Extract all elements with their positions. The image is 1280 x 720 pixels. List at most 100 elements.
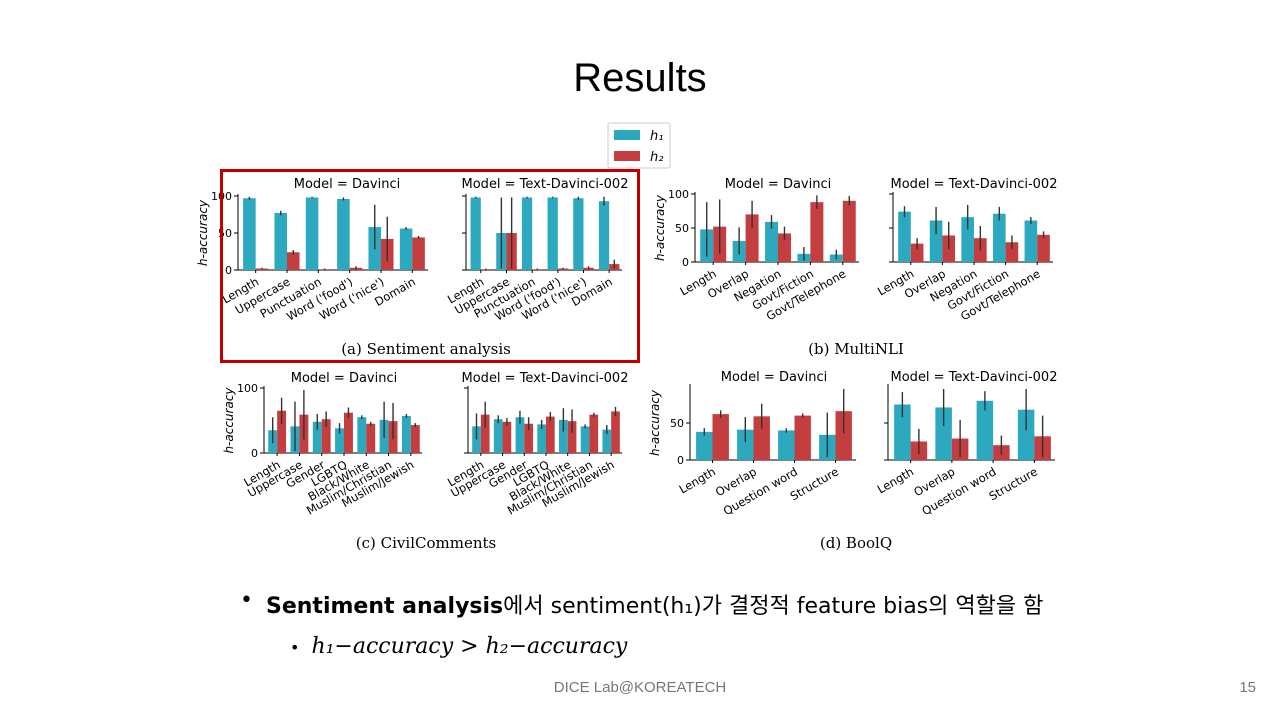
bar-h2 <box>712 414 729 460</box>
legend-swatch-h1 <box>614 130 640 140</box>
bar-h2 <box>277 410 287 453</box>
bar-h1 <box>470 197 481 270</box>
bar-h1 <box>929 220 943 262</box>
bar-h1 <box>493 419 503 453</box>
bar-h1 <box>898 211 911 262</box>
bar-h1 <box>537 424 546 453</box>
bar-h2 <box>567 421 577 453</box>
bar-h1 <box>243 198 256 270</box>
bar-h2 <box>480 414 490 453</box>
chart-title: Model = Davinci <box>294 177 400 192</box>
bar-h1 <box>602 429 612 453</box>
results-figure: Model = Davinci050100h-accuracyLengthUpp… <box>196 122 1058 552</box>
bar-h2 <box>524 423 533 453</box>
bar-h1 <box>961 217 974 262</box>
legend-swatch-h2 <box>614 151 640 161</box>
bullet-rest-text: 에서 sentiment(h₁)가 결정적 feature bias의 역할을 … <box>503 594 1044 619</box>
bar-h2 <box>611 411 620 453</box>
bar-h1 <box>976 400 994 460</box>
chart-title: Model = Text-Davinci-002 <box>891 370 1058 385</box>
slide-title: Results <box>573 56 707 100</box>
bullet-accuracy-text: h₁−accuracy > h₂−accuracy <box>311 634 628 659</box>
bar-h1 <box>992 213 1006 262</box>
panel-caption: (a) Sentiment analysis <box>341 340 511 358</box>
page-number: 15 <box>1239 679 1256 696</box>
bar-h1 <box>274 213 287 270</box>
legend-label-h2: h₂ <box>650 150 663 165</box>
bar-h2 <box>321 419 331 453</box>
bar-h1 <box>573 198 584 270</box>
panel-caption: (c) CivilComments <box>356 534 496 552</box>
bar-h1 <box>305 197 319 270</box>
bar-h2 <box>753 416 770 460</box>
y-tick-label: 100 <box>668 188 689 201</box>
chart-title: Model = Davinci <box>721 370 827 385</box>
bar-h2 <box>794 415 811 460</box>
y-tick-label: 50 <box>675 222 689 235</box>
chart-title: Model = Davinci <box>291 371 397 386</box>
bar-h2 <box>835 411 852 460</box>
bar-h2 <box>842 200 856 262</box>
bar-h2 <box>344 412 353 453</box>
y-tick-label: 0 <box>677 454 684 467</box>
bar-h1 <box>547 197 558 270</box>
x-tick-label: Length <box>677 464 718 496</box>
bar-h2 <box>1037 234 1050 262</box>
y-axis-label: h-accuracy <box>196 199 210 266</box>
bar-h2 <box>810 202 824 262</box>
bullet-bold-text: Sentiment analysis <box>266 594 504 619</box>
bar-h2 <box>910 243 924 262</box>
chart-title: Model = Text-Davinci-002 <box>462 371 629 386</box>
bar-h1 <box>521 197 533 270</box>
bar-h1 <box>401 415 411 453</box>
bar-h2 <box>1005 242 1019 262</box>
bar-h2 <box>412 237 425 270</box>
bar-h2 <box>589 414 599 453</box>
bar-h1 <box>696 431 713 460</box>
y-axis-label: h-accuracy <box>648 389 662 456</box>
footer-text: DICE Lab@KOREATECH <box>553 679 727 696</box>
y-tick-label: 100 <box>237 382 258 395</box>
bar-h1 <box>737 429 754 460</box>
y-tick-label: 0 <box>251 447 258 460</box>
bullet-dot: • <box>290 638 300 657</box>
y-axis-label: h-accuracy <box>653 194 667 261</box>
bar-h1 <box>1017 409 1035 460</box>
legend-label-h1: h₁ <box>650 129 663 144</box>
bar-h1 <box>399 228 413 270</box>
panel-caption: (d) BoolQ <box>820 534 892 552</box>
bar-h1 <box>580 426 590 453</box>
bar-h1 <box>778 430 795 460</box>
bullet-accuracy: • h₁−accuracy > h₂−accuracy <box>290 634 627 659</box>
panel-caption: (b) MultiNLI <box>808 340 904 358</box>
bar-h1 <box>935 407 952 460</box>
bar-h1 <box>472 426 481 453</box>
bar-h1 <box>357 417 367 453</box>
bar-h2 <box>502 421 512 453</box>
y-tick-label: 50 <box>670 417 684 430</box>
bar-h1 <box>515 417 525 453</box>
bar-h1 <box>559 419 568 453</box>
x-tick-label: Length <box>875 464 916 496</box>
bar-h1 <box>312 421 322 453</box>
bar-h1 <box>894 404 911 460</box>
highlight-box-sentiment <box>220 169 640 363</box>
bar-h1 <box>598 201 610 270</box>
bar-h2 <box>366 423 376 453</box>
bar-h1 <box>335 428 344 453</box>
bullet-dot: • <box>240 588 253 613</box>
y-tick-label: 0 <box>225 264 232 277</box>
bar-h1 <box>1024 220 1038 262</box>
bar-h2 <box>778 233 791 262</box>
y-axis-label: h-accuracy <box>222 387 236 454</box>
bar-h2 <box>287 252 300 270</box>
chart-title: Model = Davinci <box>725 177 831 192</box>
chart-title: Model = Text-Davinci-002 <box>462 177 629 192</box>
bar-h2 <box>546 416 555 453</box>
bar-h1 <box>337 198 350 270</box>
bar-h2 <box>410 425 420 453</box>
chart-title: Model = Text-Davinci-002 <box>891 177 1058 192</box>
bar-h2 <box>745 214 759 262</box>
bar-h1 <box>765 221 778 262</box>
y-tick-label: 0 <box>682 256 689 269</box>
